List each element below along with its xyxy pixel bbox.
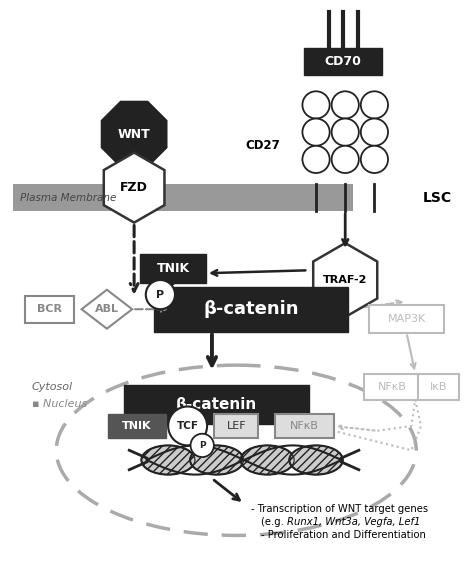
Circle shape	[332, 119, 359, 146]
Text: WNT: WNT	[118, 128, 150, 140]
FancyBboxPatch shape	[25, 296, 74, 323]
FancyBboxPatch shape	[214, 414, 258, 438]
Text: CD70: CD70	[325, 55, 362, 67]
Text: LSC: LSC	[423, 191, 452, 205]
Text: MAP3K: MAP3K	[387, 314, 426, 324]
Text: - Proliferation and Differentiation: - Proliferation and Differentiation	[261, 530, 426, 540]
Text: TNIK: TNIK	[156, 262, 190, 275]
Text: NFκB: NFκB	[377, 382, 406, 392]
FancyBboxPatch shape	[418, 374, 459, 400]
Text: TCF: TCF	[177, 421, 199, 431]
FancyBboxPatch shape	[12, 184, 353, 211]
Ellipse shape	[241, 446, 294, 474]
Circle shape	[191, 434, 214, 457]
Text: - Transcription of WNT target genes: - Transcription of WNT target genes	[251, 504, 428, 514]
Circle shape	[361, 146, 388, 173]
Text: IκB: IκB	[430, 382, 447, 392]
Text: Cytosol: Cytosol	[32, 382, 73, 392]
Text: FZD: FZD	[120, 181, 148, 194]
Text: CD27: CD27	[245, 139, 280, 152]
Circle shape	[332, 91, 359, 119]
Text: BCR: BCR	[37, 304, 62, 314]
FancyBboxPatch shape	[369, 305, 445, 333]
Text: P: P	[156, 289, 164, 300]
Polygon shape	[82, 290, 132, 329]
Text: β-catenin: β-catenin	[176, 397, 257, 412]
Text: Plasma Membrane: Plasma Membrane	[20, 193, 117, 203]
Text: (e.g.: (e.g.	[261, 518, 287, 527]
Text: β-catenin: β-catenin	[203, 300, 299, 318]
Text: TRAF-2: TRAF-2	[323, 275, 367, 285]
Text: P: P	[199, 441, 206, 450]
FancyBboxPatch shape	[124, 385, 309, 424]
FancyBboxPatch shape	[364, 374, 420, 400]
Text: Runx1, Wnt3a, Vegfa, Lef1: Runx1, Wnt3a, Vegfa, Lef1	[287, 518, 420, 527]
FancyBboxPatch shape	[154, 287, 348, 332]
Circle shape	[146, 280, 175, 309]
Ellipse shape	[141, 446, 195, 474]
FancyBboxPatch shape	[275, 414, 334, 438]
Circle shape	[302, 146, 329, 173]
Circle shape	[361, 91, 388, 119]
Circle shape	[361, 119, 388, 146]
Circle shape	[302, 119, 329, 146]
Circle shape	[302, 91, 329, 119]
Text: ▪ Nucleus: ▪ Nucleus	[32, 398, 87, 409]
Polygon shape	[104, 152, 164, 223]
Ellipse shape	[289, 446, 343, 474]
FancyBboxPatch shape	[140, 254, 206, 283]
Polygon shape	[313, 243, 377, 317]
Polygon shape	[102, 102, 166, 166]
Circle shape	[168, 406, 207, 446]
Text: LEF: LEF	[227, 421, 246, 431]
Text: TNIK: TNIK	[122, 421, 152, 431]
Circle shape	[332, 146, 359, 173]
Text: NFκB: NFκB	[290, 421, 319, 431]
Ellipse shape	[190, 446, 244, 474]
FancyBboxPatch shape	[304, 48, 382, 75]
Text: ABL: ABL	[95, 304, 119, 314]
FancyBboxPatch shape	[108, 414, 166, 438]
